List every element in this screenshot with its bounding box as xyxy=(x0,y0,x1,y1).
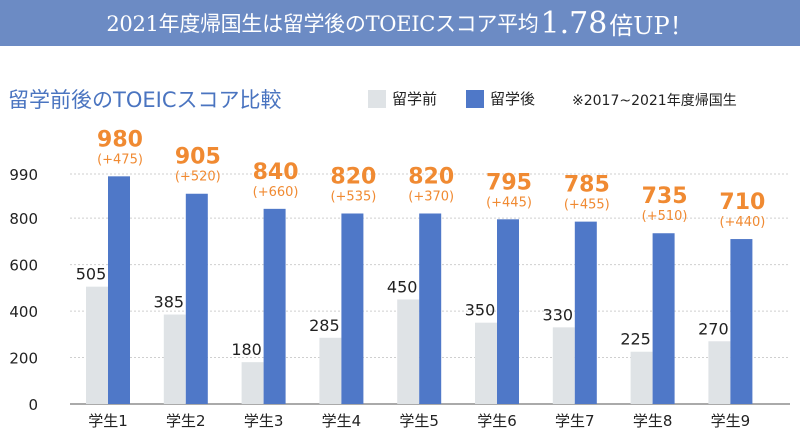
x-tick-label: 学生6 xyxy=(477,412,517,430)
legend-before: 留学前 xyxy=(368,88,437,109)
increase-label: (+455) xyxy=(564,198,610,213)
bar-before xyxy=(241,362,264,404)
increase-label: (+440) xyxy=(719,215,765,230)
header-banner: 2021年度帰国生は留学後のTOEICスコア平均 1.78 倍UP！ xyxy=(0,0,800,46)
data-label-after: 710 xyxy=(719,190,765,215)
x-tick-label: 学生3 xyxy=(244,412,284,430)
bar-before xyxy=(319,337,342,404)
banner-tail: 倍UP！ xyxy=(609,11,694,40)
data-label-before: 450 xyxy=(387,277,418,296)
y-tick-label: 0 xyxy=(28,396,38,414)
banner-value: 1.78 xyxy=(540,5,608,41)
bar-before xyxy=(397,299,420,404)
banner-text: 2021年度帰国生は留学後のTOEICスコア平均 xyxy=(106,12,539,36)
data-label-after: 795 xyxy=(486,170,532,195)
bar-before xyxy=(630,351,653,404)
data-label-before: 225 xyxy=(620,330,651,349)
x-tick-label: 学生7 xyxy=(555,412,595,430)
increase-label: (+445) xyxy=(486,195,532,210)
y-tick-label: 600 xyxy=(9,257,38,275)
legend-label-before: 留学前 xyxy=(392,90,438,108)
y-tick-label: 400 xyxy=(9,303,38,321)
bar-after xyxy=(185,193,208,404)
x-tick-label: 学生9 xyxy=(711,412,751,430)
legend-after: 留学後 xyxy=(466,88,535,109)
data-label-before: 330 xyxy=(543,305,574,324)
y-tick-label: 800 xyxy=(9,210,38,228)
bar-after xyxy=(574,221,597,404)
y-tick-label: 200 xyxy=(9,350,38,368)
data-label-after: 905 xyxy=(175,145,221,170)
x-tick-label: 学生5 xyxy=(399,412,439,430)
increase-label: (+510) xyxy=(642,209,688,224)
bar-before xyxy=(163,314,186,404)
data-label-before: 385 xyxy=(154,293,185,312)
data-label-after: 840 xyxy=(253,160,299,185)
bar-after xyxy=(652,233,675,404)
x-tick-label: 学生2 xyxy=(166,412,206,430)
bar-after xyxy=(108,176,130,404)
bar-after xyxy=(263,208,286,404)
x-tick-label: 学生1 xyxy=(88,412,128,430)
bar-after xyxy=(730,239,753,404)
increase-label: (+475) xyxy=(97,152,143,167)
legend-swatch-after xyxy=(466,89,484,108)
bar-before xyxy=(552,327,575,404)
x-tick-label: 学生4 xyxy=(322,412,362,430)
footnote: ※2017~2021年度帰国生 xyxy=(572,93,737,109)
bar-after xyxy=(419,213,442,404)
increase-label: (+660) xyxy=(253,185,299,200)
data-label-before: 505 xyxy=(76,265,107,284)
legend-label-after: 留学後 xyxy=(490,90,536,108)
data-label-after: 735 xyxy=(642,184,688,209)
data-label-after: 785 xyxy=(564,173,610,198)
legend-swatch-before xyxy=(368,89,386,108)
data-label-after: 980 xyxy=(97,127,143,152)
increase-label: (+520) xyxy=(175,170,221,185)
data-label-before: 350 xyxy=(465,301,496,320)
bar-before xyxy=(86,286,108,404)
increase-label: (+535) xyxy=(330,189,376,204)
bar-before xyxy=(475,322,497,404)
chart-title: 留学前後のTOEICスコア比較 xyxy=(8,88,282,112)
y-tick-label: 990 xyxy=(9,166,38,184)
data-label-before: 180 xyxy=(231,340,262,359)
data-label-after: 820 xyxy=(330,164,376,189)
data-label-before: 270 xyxy=(698,319,729,338)
data-label-after: 820 xyxy=(408,164,454,189)
data-label-before: 285 xyxy=(309,316,340,335)
bar-after xyxy=(497,219,519,404)
bar-after xyxy=(341,213,364,404)
bar-before xyxy=(708,341,731,404)
x-tick-label: 学生8 xyxy=(633,412,673,430)
increase-label: (+370) xyxy=(408,189,454,204)
